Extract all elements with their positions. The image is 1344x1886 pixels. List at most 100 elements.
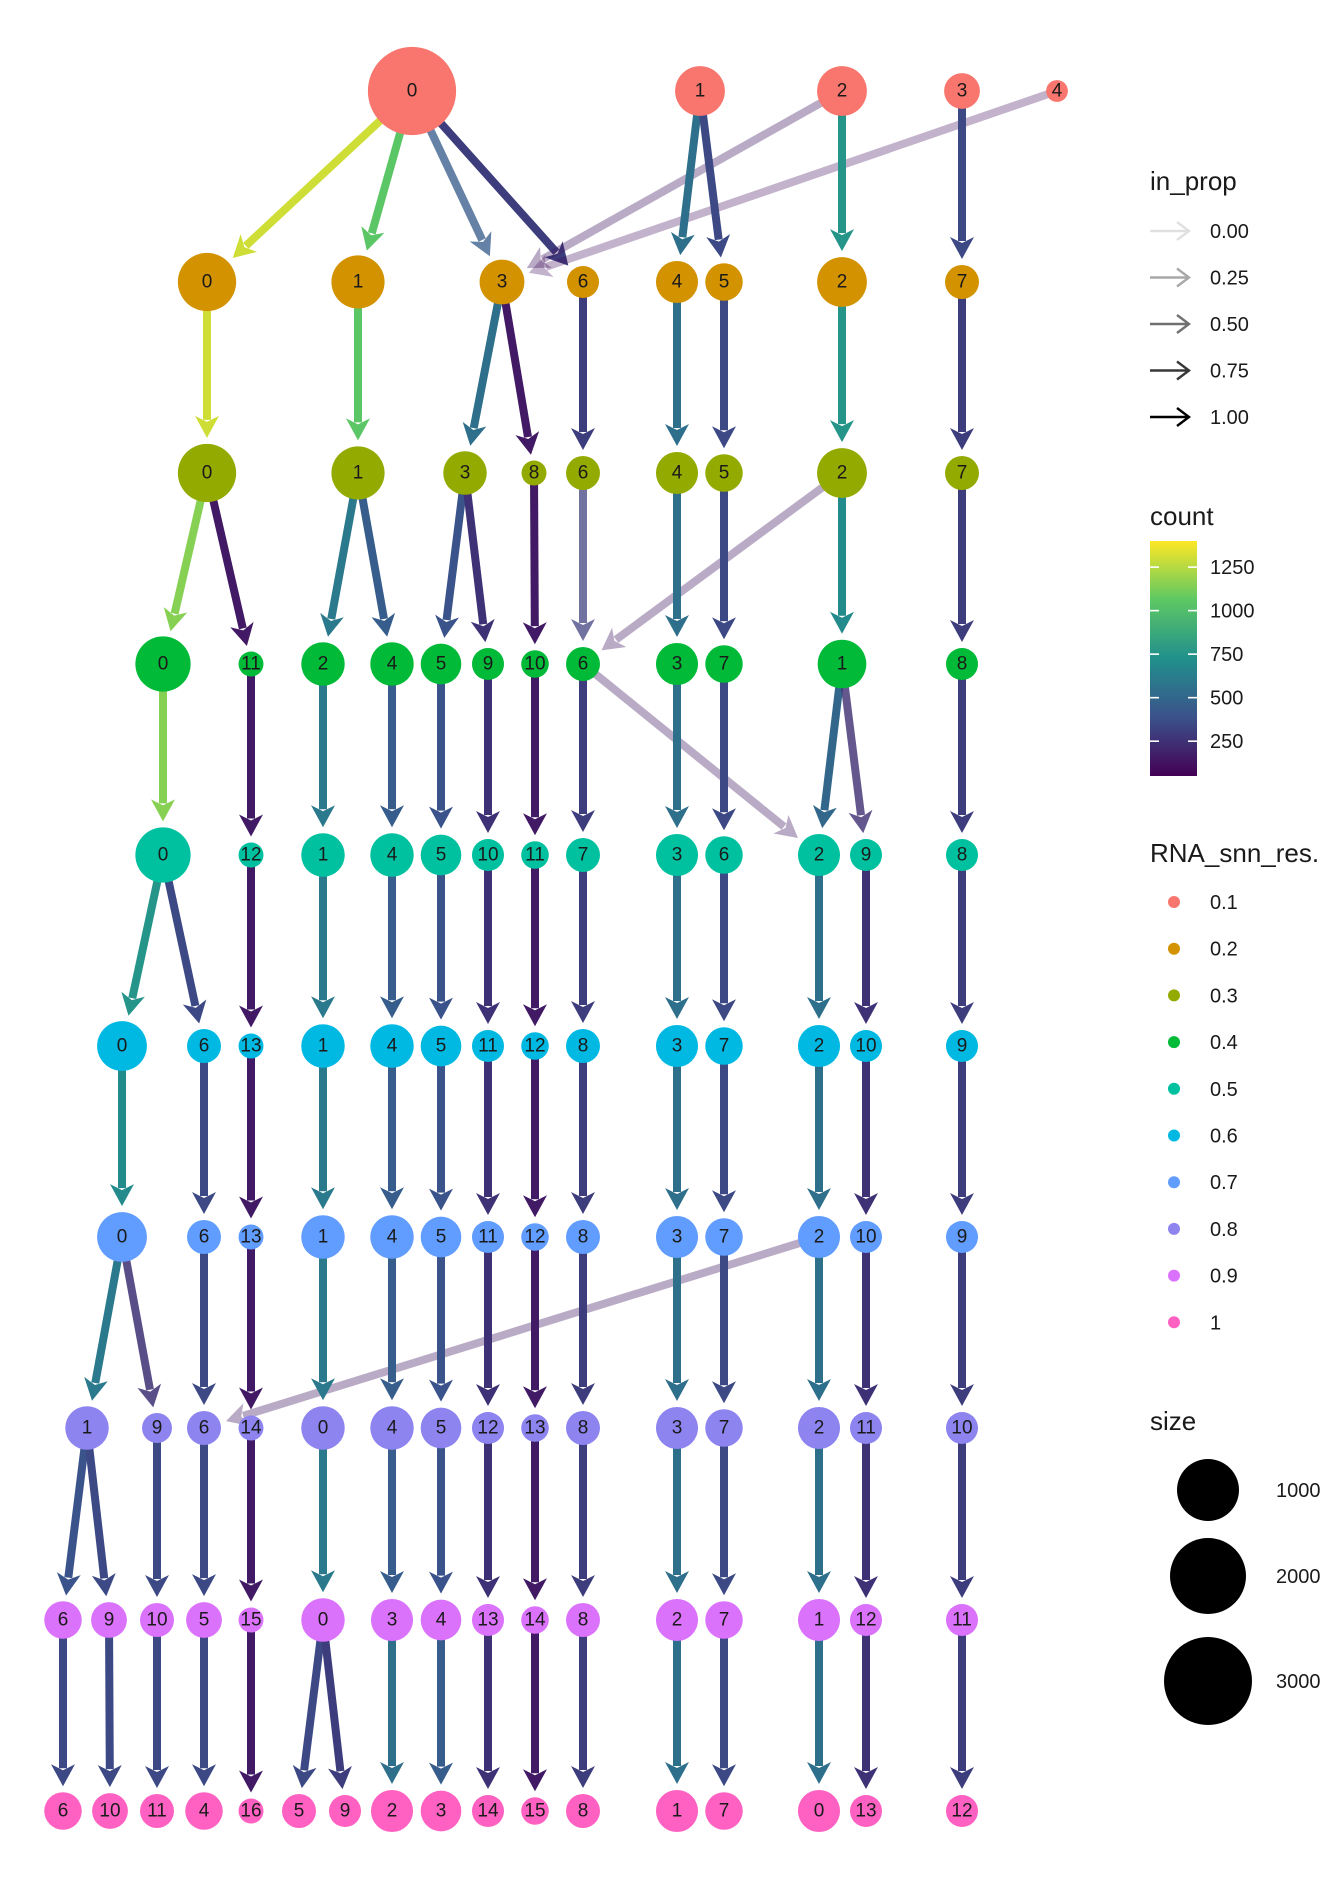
edge-arrowhead xyxy=(807,996,831,1019)
cluster-node-label: 6 xyxy=(578,654,589,675)
edge-arrowhead xyxy=(380,996,404,1019)
cluster-node: 0 xyxy=(797,1789,841,1833)
edge-arrowhead xyxy=(476,1575,500,1598)
legend-count-ticks: 1250 1000 750 500 250 xyxy=(1150,557,1255,753)
edge-arrowhead xyxy=(380,1570,404,1593)
cluster-node: 4 xyxy=(655,260,699,304)
cluster-node-label: 3 xyxy=(957,81,968,102)
cluster-node-label: 2 xyxy=(837,463,848,484)
edge-arrowhead xyxy=(571,810,595,833)
cluster-node-label: 3 xyxy=(436,1801,447,1822)
edge-arrowhead xyxy=(429,1188,453,1211)
cluster-node-label: 11 xyxy=(952,1610,972,1631)
edge xyxy=(346,305,370,441)
cluster-node-label: 8 xyxy=(578,1418,589,1439)
cluster-node-circle xyxy=(655,260,699,304)
edge xyxy=(601,483,827,651)
edge-arrowhead xyxy=(670,231,695,256)
edge-line xyxy=(91,1258,122,1384)
cluster-node-label: 2 xyxy=(387,1801,398,1822)
cluster-node: 1 xyxy=(301,1024,345,1068)
cluster-node-label: 6 xyxy=(58,1610,69,1631)
cluster-node-label: 7 xyxy=(719,1227,730,1248)
cluster-node: 3 xyxy=(420,1790,462,1832)
cluster-node-circle xyxy=(945,1794,979,1828)
edge-line xyxy=(613,483,827,643)
cluster-node: 0 xyxy=(177,252,237,312)
edge-arrowhead xyxy=(192,1764,216,1787)
cluster-node-circle xyxy=(91,1602,127,1638)
edge-arrowhead xyxy=(137,1383,162,1408)
legend-count-tick: 1000 xyxy=(1150,601,1255,623)
legend-count-label: 1250 xyxy=(1210,557,1255,579)
cluster-node: 13 xyxy=(521,1414,549,1442)
cluster-node-label: 3 xyxy=(672,1227,683,1248)
edge-arrowhead xyxy=(950,1192,974,1215)
edge xyxy=(380,1447,404,1593)
cluster-node: 3 xyxy=(655,642,699,686)
edge-arrowhead xyxy=(523,1386,547,1409)
cluster-node-label: 0 xyxy=(202,272,213,293)
cluster-node-circle xyxy=(420,643,462,685)
cluster-node-label: 4 xyxy=(387,1418,398,1439)
cluster-node-circle xyxy=(705,1218,743,1256)
cluster-node: 5 xyxy=(705,454,743,492)
edge-line xyxy=(321,1638,345,1772)
edge xyxy=(854,1251,878,1406)
edge-line xyxy=(85,1446,109,1579)
legend-resolution-label: 0.1 xyxy=(1210,892,1238,914)
edge xyxy=(712,298,736,449)
edge xyxy=(807,1064,831,1210)
cluster-node-label: 6 xyxy=(58,1801,69,1822)
cluster-node-label: 2 xyxy=(837,272,848,293)
cluster-node: 10 xyxy=(521,650,549,678)
edge xyxy=(807,873,831,1019)
edge xyxy=(854,1442,878,1598)
cluster-node-label: 5 xyxy=(436,1418,447,1439)
cluster-node-label: 6 xyxy=(719,845,730,866)
edge xyxy=(429,873,453,1020)
edge xyxy=(195,308,219,438)
cluster-node-label: 7 xyxy=(719,1418,730,1439)
cluster-node-circle xyxy=(92,1793,128,1829)
edge xyxy=(476,1251,500,1406)
edge xyxy=(151,688,175,822)
edge-arrowhead xyxy=(239,1196,263,1219)
legend-size-key: 3000 xyxy=(1164,1637,1321,1725)
cluster-node-label: 1 xyxy=(353,463,364,484)
cluster-node-label: 8 xyxy=(578,1801,589,1822)
cluster-node: 4 xyxy=(370,642,414,686)
edge xyxy=(698,112,731,258)
cluster-node: 8 xyxy=(566,1029,600,1063)
cluster-node-label: 14 xyxy=(477,1801,499,1822)
edge-arrowhead xyxy=(429,997,453,1020)
cluster-node-circle xyxy=(420,1790,462,1832)
legend-arrow-icon xyxy=(1150,407,1191,427)
edge-arrowhead xyxy=(950,1383,974,1406)
cluster-node-label: 9 xyxy=(483,654,494,675)
cluster-node-label: 2 xyxy=(814,1418,825,1439)
cluster-node-label: 1 xyxy=(837,654,848,675)
edge xyxy=(239,675,263,837)
cluster-node-label: 6 xyxy=(199,1036,210,1057)
edge-arrowhead xyxy=(56,1572,81,1596)
legend-resolution-key: 0.8 xyxy=(1168,1219,1238,1241)
edge-line xyxy=(170,497,206,615)
edge xyxy=(145,1441,169,1598)
cluster-node-label: 5 xyxy=(719,272,730,293)
edge xyxy=(429,1255,453,1402)
legend-in-prop-label: 0.75 xyxy=(1210,361,1249,383)
edge-line xyxy=(820,685,844,811)
cluster-node-label: 0 xyxy=(158,845,169,866)
edge-line xyxy=(64,1446,89,1579)
cluster-node: 13 xyxy=(238,1224,264,1250)
legend-in-prop-key: 0.75 xyxy=(1150,361,1249,383)
cluster-node-label: 1 xyxy=(353,272,364,293)
cluster-node-circle xyxy=(44,1792,82,1830)
edge xyxy=(192,1061,216,1215)
edge-arrowhead xyxy=(950,237,974,260)
cluster-node: 3 xyxy=(479,259,525,305)
legend-count-tick: 1250 xyxy=(1150,557,1255,579)
cluster-node-label: 9 xyxy=(861,845,872,866)
